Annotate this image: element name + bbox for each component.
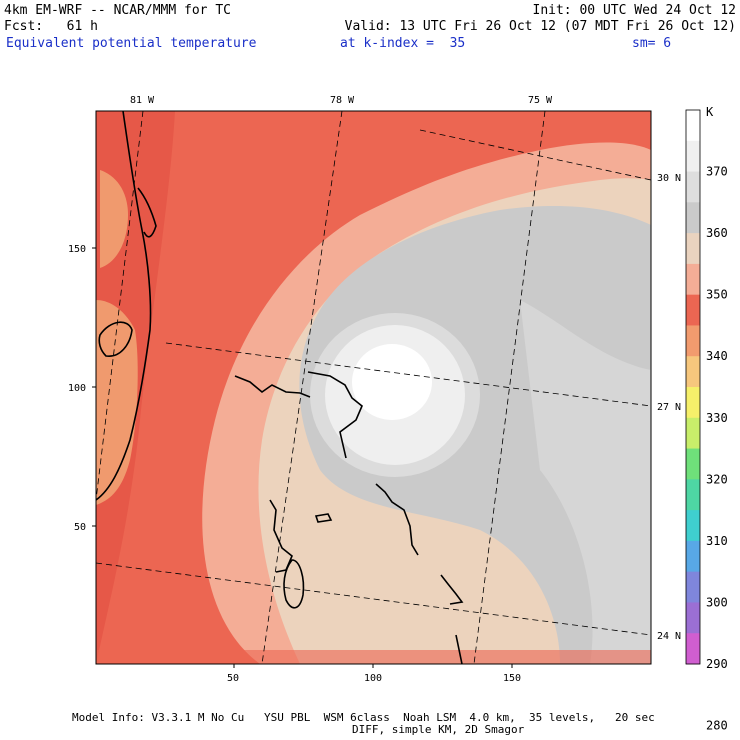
colorbar-swatch: [686, 479, 700, 511]
colorbar-label: 310: [706, 534, 728, 548]
colorbar-label: 320: [706, 472, 728, 486]
equivalent-potential-temperature-shading: [96, 111, 651, 664]
colorbar-swatch: [686, 140, 700, 173]
colorbar-swatch: [686, 387, 700, 419]
colorbar-label: 300: [706, 595, 728, 609]
lon-label-75w: 75 W: [528, 95, 553, 106]
colorbar-label: 330: [706, 411, 728, 425]
field-name: Equivalent potential temperature: [6, 36, 257, 51]
colorbar-swatch: [686, 356, 700, 388]
colorbar-swatch: [686, 510, 700, 542]
lat-label-24n: 24 N: [657, 631, 681, 642]
colorbar-swatch: [686, 325, 700, 357]
colorbar-swatch: [686, 571, 700, 603]
x-tick-100: 100: [364, 673, 382, 684]
x-tick-50: 50: [227, 673, 239, 684]
lat-label-30n: 30 N: [657, 173, 681, 184]
lon-label-78w: 78 W: [330, 95, 355, 106]
model-info: Model Info: V3.3.1 M No Cu YSU PBL WSM 6…: [72, 711, 655, 724]
smoothing-label: sm= 6: [632, 36, 672, 51]
colorbar-swatch: [686, 202, 700, 234]
colorbar-label: 370: [706, 165, 728, 179]
colorbar-swatch: [686, 171, 700, 203]
axis-ticks: [92, 247, 513, 668]
y-tick-100: 100: [68, 383, 86, 394]
colorbar-label: 360: [706, 226, 728, 240]
colorbar-swatch: [686, 417, 700, 450]
colorbar-swatch: [686, 110, 700, 142]
colorbar-swatch: [686, 294, 700, 326]
y-tick-50: 50: [74, 522, 86, 533]
colorbar-unit: K: [706, 105, 714, 119]
colorbar-swatch: [686, 540, 700, 573]
model-info-line2: DIFF, simple KM, 2D Smagor: [352, 723, 525, 736]
model-title: 4km EM-WRF -- NCAR/MMM for TC: [4, 3, 231, 18]
valid-time: Valid: 13 UTC Fri 26 Oct 12 (07 MDT Fri …: [344, 19, 736, 34]
colorbar-label: 340: [706, 349, 728, 363]
colorbar-label: 350: [706, 288, 728, 302]
init-time: Init: 00 UTC Wed 24 Oct 12: [532, 3, 737, 18]
coastlines: [96, 111, 464, 664]
colorbar-swatch: [686, 233, 700, 265]
lon-label-81w: 81 W: [130, 95, 155, 106]
colorbar-swatch: [686, 633, 700, 665]
level-label: at k-index = 35: [340, 36, 466, 51]
colorbar-label: 280: [706, 719, 728, 733]
colorbar-swatch: [686, 448, 700, 480]
colorbar-swatch: [686, 602, 700, 634]
colorbar-swatch: [686, 263, 700, 296]
colorbar-frame: [685, 109, 701, 665]
lat-label-27n: 27 N: [657, 402, 681, 413]
colorbar: 370 360 350 340 330 320 310 300 290 280: [685, 109, 728, 733]
forecast-hour: Fcst: 61 h: [4, 19, 98, 34]
colorbar-label: 290: [706, 657, 728, 671]
y-tick-150: 150: [68, 244, 86, 255]
graticule-lines: [96, 111, 651, 664]
x-tick-150: 150: [503, 673, 521, 684]
